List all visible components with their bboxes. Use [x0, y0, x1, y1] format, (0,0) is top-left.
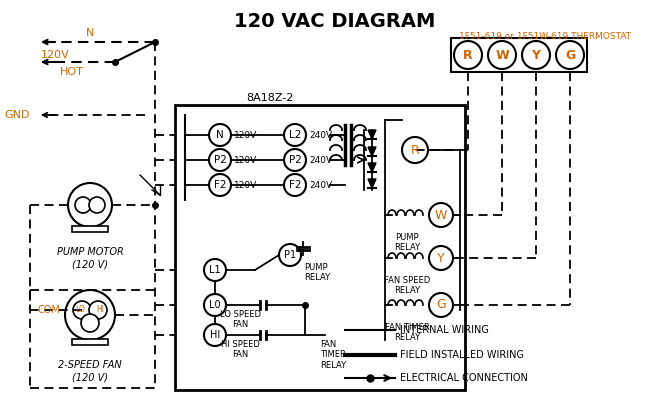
Text: R: R — [463, 49, 473, 62]
Text: L0: L0 — [209, 300, 221, 310]
Text: 120V: 120V — [234, 155, 257, 165]
Text: 240V: 240V — [309, 181, 332, 189]
Circle shape — [429, 203, 453, 227]
Polygon shape — [368, 130, 376, 139]
Text: F2: F2 — [214, 180, 226, 190]
Circle shape — [75, 197, 91, 213]
Text: HI: HI — [96, 305, 104, 315]
Bar — [72, 226, 108, 232]
Text: FAN
TIMER
RELAY: FAN TIMER RELAY — [320, 340, 346, 370]
Text: PUMP MOTOR
(120 V): PUMP MOTOR (120 V) — [57, 247, 123, 269]
Circle shape — [284, 149, 306, 171]
Circle shape — [65, 290, 115, 340]
Text: P2: P2 — [214, 155, 226, 165]
Text: W: W — [435, 209, 447, 222]
Text: FAN TIMER
RELAY: FAN TIMER RELAY — [385, 323, 429, 342]
Circle shape — [284, 174, 306, 196]
Polygon shape — [368, 179, 376, 188]
Circle shape — [204, 294, 226, 316]
Text: P1: P1 — [284, 250, 296, 260]
Text: ELECTRICAL CONNECTION: ELECTRICAL CONNECTION — [400, 373, 528, 383]
Text: R: R — [411, 143, 419, 157]
Text: 120V: 120V — [234, 130, 257, 140]
Text: PUMP
RELAY: PUMP RELAY — [394, 233, 420, 252]
Bar — [72, 339, 108, 345]
Circle shape — [454, 41, 482, 69]
Circle shape — [522, 41, 550, 69]
Text: 120V: 120V — [234, 181, 257, 189]
Text: G: G — [565, 49, 575, 62]
Bar — [175, 105, 465, 390]
Circle shape — [209, 124, 231, 146]
Circle shape — [68, 183, 112, 227]
Text: FIELD INSTALLED WIRING: FIELD INSTALLED WIRING — [400, 350, 524, 360]
Circle shape — [89, 197, 105, 213]
Text: Y: Y — [531, 49, 541, 62]
Bar — [451, 38, 587, 72]
Circle shape — [204, 324, 226, 346]
Text: Y: Y — [438, 251, 445, 264]
Text: 120V: 120V — [41, 50, 70, 60]
Text: HI: HI — [210, 330, 220, 340]
Text: 240V: 240V — [309, 130, 332, 140]
Text: 1F51-619 or 1F51W-619 THERMOSTAT: 1F51-619 or 1F51W-619 THERMOSTAT — [459, 32, 631, 41]
Circle shape — [204, 259, 226, 281]
Circle shape — [81, 314, 99, 332]
Circle shape — [209, 174, 231, 196]
Text: N: N — [86, 28, 94, 38]
Polygon shape — [368, 147, 376, 156]
Text: L2: L2 — [289, 130, 302, 140]
Text: FAN SPEED
RELAY: FAN SPEED RELAY — [384, 276, 430, 295]
Text: 8A18Z-2: 8A18Z-2 — [247, 93, 293, 103]
Circle shape — [209, 149, 231, 171]
Circle shape — [89, 301, 107, 319]
Circle shape — [279, 244, 301, 266]
Text: GND: GND — [5, 110, 30, 120]
Circle shape — [73, 301, 91, 319]
Text: 240V: 240V — [309, 155, 332, 165]
Circle shape — [556, 41, 584, 69]
Circle shape — [429, 246, 453, 270]
Circle shape — [488, 41, 516, 69]
Polygon shape — [368, 163, 376, 172]
Text: 2-SPEED FAN
(120 V): 2-SPEED FAN (120 V) — [58, 360, 122, 383]
Text: LO: LO — [75, 305, 85, 315]
Circle shape — [402, 137, 428, 163]
Text: P2: P2 — [289, 155, 302, 165]
Circle shape — [429, 293, 453, 317]
Text: W: W — [495, 49, 509, 62]
Text: G: G — [436, 298, 446, 311]
Text: 120 VAC DIAGRAM: 120 VAC DIAGRAM — [234, 12, 436, 31]
Text: HOT: HOT — [60, 67, 84, 77]
Text: N: N — [216, 130, 224, 140]
Text: L1: L1 — [209, 265, 221, 275]
Text: LO SPEED
FAN: LO SPEED FAN — [220, 310, 261, 329]
Text: F2: F2 — [289, 180, 302, 190]
Circle shape — [284, 124, 306, 146]
Text: PUMP
RELAY: PUMP RELAY — [304, 263, 330, 282]
Text: HI SPEED
FAN: HI SPEED FAN — [220, 340, 259, 360]
Text: COM: COM — [37, 305, 60, 315]
Text: INTERNAL WIRING: INTERNAL WIRING — [400, 325, 489, 335]
